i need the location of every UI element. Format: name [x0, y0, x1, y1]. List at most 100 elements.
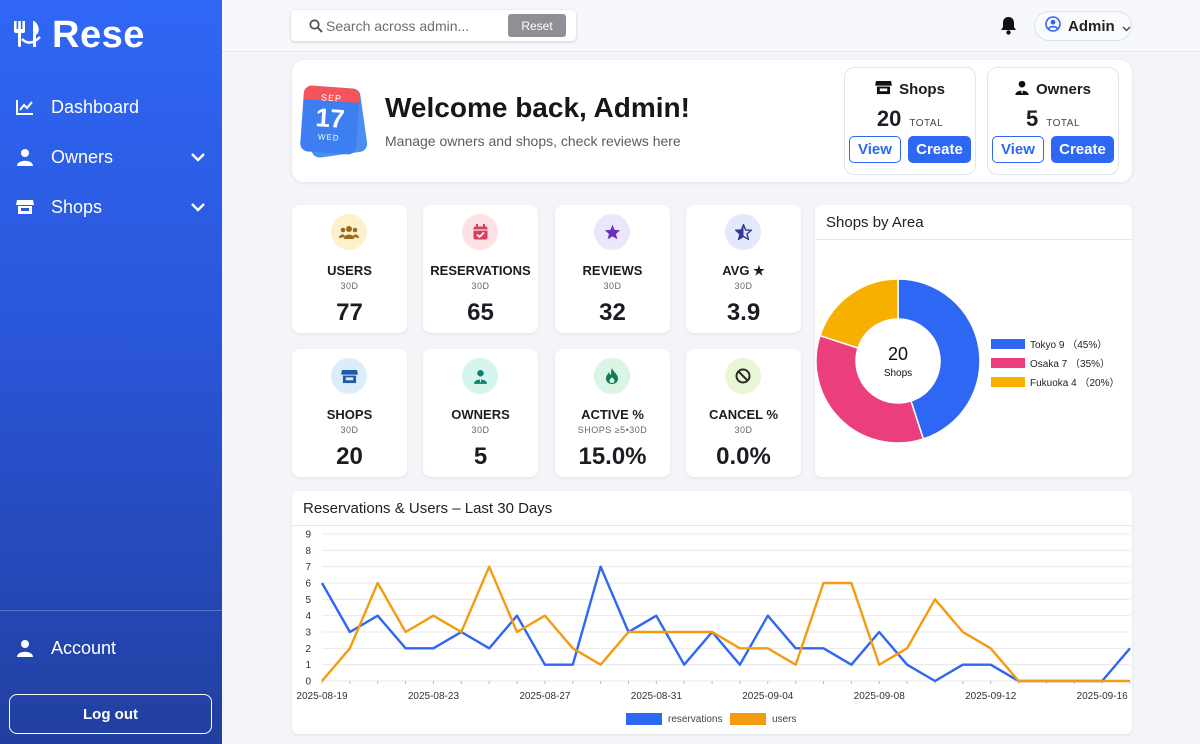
stat-value: 15.0% — [578, 443, 647, 470]
panel-title: Shops by Area — [826, 214, 924, 231]
stat-value: 65 — [467, 299, 494, 326]
pie-slice-tokyo[interactable] — [897, 278, 981, 440]
search-icon — [309, 18, 323, 37]
card-title: Shops — [899, 81, 945, 98]
sidebar-item-owners[interactable]: Owners — [0, 137, 222, 177]
view-shops-button[interactable]: View — [849, 136, 901, 163]
stat-card-shops: SHOPS 30D 20 — [292, 349, 407, 477]
stat-label: CANCEL % — [708, 407, 779, 422]
stat-period: SHOPS ≥5•30D — [577, 425, 648, 435]
card-title: Owners — [1035, 81, 1092, 98]
stat-card-users: USERS 30D 77 — [292, 205, 407, 333]
legend-label-users: users — [772, 714, 796, 725]
user-name: Admin — [1068, 17, 1115, 35]
stat-label: OWNERS — [451, 407, 510, 422]
stat-card-active: ACTIVE % SHOPS ≥5•30D 15.0% — [555, 349, 670, 477]
brand-name: Rese — [52, 14, 145, 56]
x-tick-label: 2025-08-19 — [296, 691, 348, 702]
stat-value: 5 — [473, 443, 488, 470]
stat-period: 30D — [734, 281, 753, 291]
legend-swatch-reservations — [626, 713, 662, 725]
y-tick-label: 6 — [305, 579, 311, 590]
shops-summary-card: Shops 20 TOTAL View Create — [844, 67, 976, 175]
create-shop-button[interactable]: Create — [908, 136, 971, 163]
x-tick-label: 2025-08-23 — [408, 691, 460, 702]
user-menu[interactable]: Admin — [1034, 11, 1132, 41]
stat-period: 30D — [340, 425, 359, 435]
view-owners-button[interactable]: View — [992, 136, 1044, 163]
stat-period: 30D — [340, 281, 359, 291]
logout-button[interactable]: Log out — [9, 694, 212, 734]
top-bar: Reset Admin — [222, 0, 1200, 52]
y-tick-label: 5 — [305, 595, 311, 606]
chevron-down-icon[interactable] — [190, 199, 206, 218]
utensils-icon — [12, 19, 44, 53]
search-input[interactable] — [326, 14, 501, 37]
sidebar-item-dashboard[interactable]: Dashboard — [0, 87, 222, 127]
x-tick-label: 2025-08-27 — [519, 691, 571, 702]
owners-total-count: 5 — [1025, 106, 1039, 131]
series-line-users — [321, 565, 1130, 683]
user-tie-icon — [1015, 80, 1029, 99]
page-subtitle: Manage owners and shops, check reviews h… — [385, 133, 681, 149]
sidebar-item-shops[interactable]: Shops — [0, 187, 222, 227]
legend-label-reservations: reservations — [668, 714, 722, 725]
store-icon — [16, 198, 34, 216]
welcome-panel: SEP 17 WED Welcome back, Admin! Manage o… — [292, 60, 1132, 182]
user-circle-icon — [1045, 16, 1061, 36]
x-tick-label: 2025-09-12 — [965, 691, 1017, 702]
user-icon — [16, 148, 34, 166]
stat-value: 0.0% — [716, 443, 771, 470]
y-tick-label: 4 — [305, 611, 311, 622]
total-label: TOTAL — [1046, 118, 1081, 129]
pie-center-label: Shops — [884, 368, 912, 379]
sidebar-item-account[interactable]: Account — [0, 628, 222, 668]
store-icon — [875, 80, 893, 99]
stat-label: REVIEWS — [582, 263, 643, 278]
user-tie-icon — [462, 358, 498, 394]
legend-swatch-users — [730, 713, 766, 725]
stat-value: 77 — [336, 299, 363, 326]
create-owner-button[interactable]: Create — [1051, 136, 1114, 163]
y-tick-label: 2 — [305, 644, 311, 655]
chart-line-icon — [16, 98, 34, 116]
stat-period: 30D — [471, 281, 490, 291]
chevron-down-icon — [1122, 17, 1131, 36]
reset-button[interactable]: Reset — [508, 14, 566, 37]
x-tick-label: 2025-09-16 — [1077, 691, 1129, 702]
reservations-users-panel: Reservations & Users – Last 30 Days 0 1 2 3… — [292, 491, 1132, 734]
x-tick-label: 2025-09-08 — [854, 691, 906, 702]
stat-period: 30D — [471, 425, 490, 435]
stat-label: ACTIVE % — [581, 407, 644, 422]
bell-icon[interactable] — [1000, 16, 1017, 39]
sidebar-item-label: Owners — [51, 146, 114, 167]
store-icon — [331, 358, 367, 394]
panel-title: Reservations & Users – Last 30 Days — [303, 500, 553, 517]
calendar-check-icon — [462, 214, 498, 250]
y-tick-label: 7 — [305, 562, 311, 573]
pie-slice-fukuoka[interactable] — [819, 278, 899, 349]
panel-divider — [815, 239, 1132, 240]
y-tick-label: 0 — [305, 677, 311, 688]
star-icon — [594, 214, 630, 250]
total-label: TOTAL — [909, 118, 944, 129]
stat-value: 32 — [599, 299, 626, 326]
users-icon — [331, 214, 367, 250]
legend-swatch-tokyo — [991, 339, 1025, 349]
x-tick-label: 2025-08-31 — [631, 691, 683, 702]
legend-label-tokyo: Tokyo 9 （45%） — [1030, 339, 1107, 351]
pie-slice-osaka[interactable] — [815, 334, 925, 444]
sidebar-item-label: Shops — [51, 196, 103, 217]
stat-card-reservations: RESERVATIONS 30D 65 — [423, 205, 538, 333]
stat-label: RESERVATIONS — [430, 263, 531, 278]
chevron-down-icon[interactable] — [190, 149, 206, 168]
pie-chart: Tokyo 9 （45%） Osaka 7 （35%） Fukuoka 4 （20%… — [815, 278, 1120, 444]
y-tick-label: 3 — [305, 628, 311, 639]
brand-logo[interactable]: Rese — [12, 14, 145, 57]
y-tick-label: 1 — [305, 660, 311, 671]
fire-icon — [594, 358, 630, 394]
legend-swatch-osaka — [991, 358, 1025, 368]
stat-value: 3.9 — [726, 299, 761, 326]
sidebar: Rese Dashboard Owners Shops Account Log … — [0, 0, 222, 744]
stat-card-cancel: CANCEL % 30D 0.0% — [686, 349, 801, 477]
